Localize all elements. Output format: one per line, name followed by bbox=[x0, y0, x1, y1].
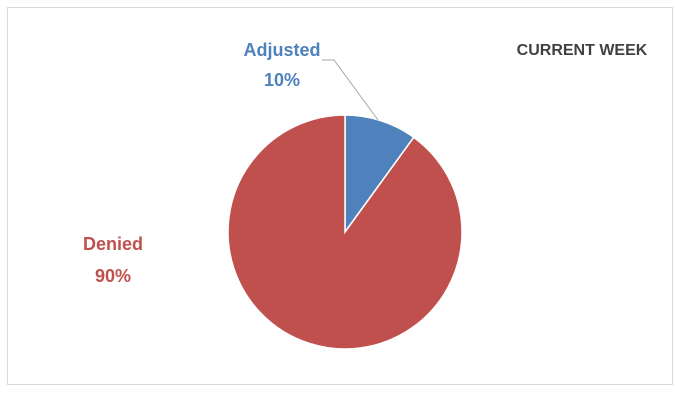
data-label-category-denied: Denied bbox=[83, 234, 143, 254]
data-label-value-adjusted: 10% bbox=[264, 70, 300, 90]
data-labels: Adjusted 10% Denied 90% bbox=[83, 40, 379, 286]
pie-slices bbox=[227, 114, 463, 350]
pie-slice-denied bbox=[227, 114, 463, 350]
data-label-category-adjusted: Adjusted bbox=[243, 40, 320, 60]
data-label-value-denied: 90% bbox=[95, 266, 131, 286]
leader-line-adjusted bbox=[322, 59, 379, 121]
pie-slice-adjusted bbox=[344, 114, 415, 235]
chart-title: CURRENT WEEK bbox=[517, 42, 648, 59]
